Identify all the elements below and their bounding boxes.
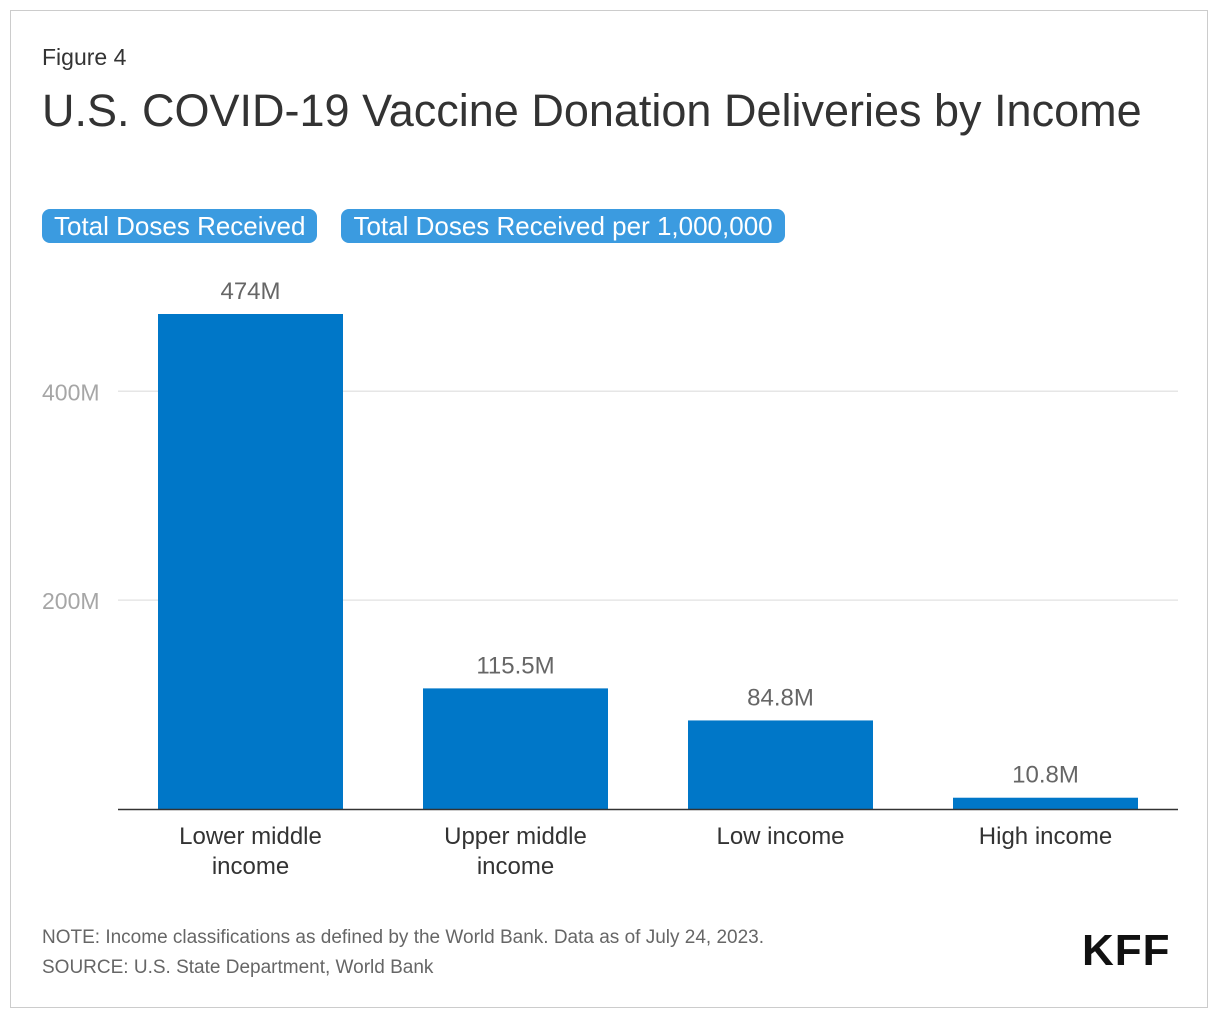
note-text: NOTE: Income classifications as defined …: [42, 927, 765, 948]
y-tick-label: 400M: [42, 379, 100, 405]
bar: [953, 797, 1138, 809]
x-category-label: Upper middle: [444, 823, 587, 850]
y-tick-label: 200M: [42, 588, 100, 614]
x-category-label: income: [477, 853, 554, 880]
toggle-doses-per-million[interactable]: Total Doses Received per 1,000,000: [341, 209, 785, 243]
chart-notes: NOTE: Income classifications as defined …: [42, 923, 764, 983]
bar-value-label: 474M: [220, 278, 280, 305]
x-category-label: High income: [979, 823, 1112, 850]
x-category-label: income: [212, 853, 289, 880]
metric-toggle-group: Total Doses Received Total Doses Receive…: [42, 209, 785, 243]
source-text: SOURCE: U.S. State Department, World Ban…: [42, 957, 434, 978]
bar: [423, 688, 608, 809]
chart-title: U.S. COVID-19 Vaccine Donation Deliverie…: [42, 85, 1142, 136]
kff-logo: KFF: [1082, 926, 1171, 975]
bar-value-label: 10.8M: [1012, 762, 1079, 789]
bar: [158, 314, 343, 809]
bar-value-label: 84.8M: [747, 684, 814, 711]
x-category-label: Lower middle: [179, 823, 322, 850]
figure-label: Figure 4: [42, 44, 127, 70]
bar: [688, 720, 873, 809]
toggle-total-doses[interactable]: Total Doses Received: [42, 209, 318, 243]
bar-value-label: 115.5M: [476, 652, 554, 679]
x-category-label: Low income: [716, 823, 844, 850]
